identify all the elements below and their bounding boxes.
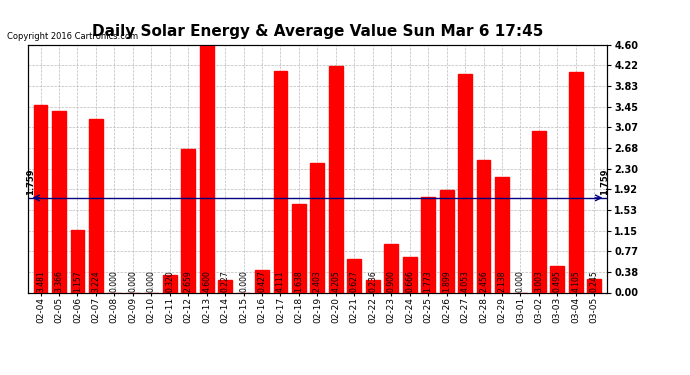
Bar xyxy=(403,256,417,292)
Text: 0.000: 0.000 xyxy=(516,270,525,292)
Bar xyxy=(458,74,472,292)
Text: 4.105: 4.105 xyxy=(571,270,580,292)
Bar xyxy=(52,111,66,292)
Text: 1.759: 1.759 xyxy=(600,169,609,195)
Text: 2.659: 2.659 xyxy=(184,270,193,292)
Text: Daily Solar Energy & Average Value Sun Mar 6 17:45: Daily Solar Energy & Average Value Sun M… xyxy=(92,24,543,39)
Text: 2.138: 2.138 xyxy=(497,270,506,292)
Text: 3.003: 3.003 xyxy=(534,270,544,292)
Text: 3.224: 3.224 xyxy=(91,270,101,292)
Bar xyxy=(89,119,103,292)
Text: Daily  ($): Daily ($) xyxy=(603,30,649,39)
Text: 0.000: 0.000 xyxy=(128,270,137,292)
Bar xyxy=(273,71,288,292)
Text: Average ($): Average ($) xyxy=(520,30,580,39)
Text: 1.638: 1.638 xyxy=(295,270,304,292)
Bar xyxy=(551,266,564,292)
Bar xyxy=(218,280,232,292)
Bar xyxy=(199,45,214,292)
Bar xyxy=(384,244,398,292)
Bar xyxy=(292,204,306,292)
Text: 0.666: 0.666 xyxy=(405,270,414,292)
Text: 0.495: 0.495 xyxy=(553,270,562,292)
Text: 3.481: 3.481 xyxy=(36,270,45,292)
Bar xyxy=(587,279,601,292)
Bar xyxy=(532,131,546,292)
Bar xyxy=(181,149,195,292)
Bar xyxy=(310,163,324,292)
Text: 0.236: 0.236 xyxy=(368,270,377,292)
Text: 0.627: 0.627 xyxy=(350,270,359,292)
Bar xyxy=(569,72,583,292)
Bar xyxy=(347,259,362,292)
Text: 0.000: 0.000 xyxy=(239,270,248,292)
Bar xyxy=(255,270,269,292)
Text: 3.366: 3.366 xyxy=(55,270,63,292)
Bar xyxy=(163,275,177,292)
Bar xyxy=(70,230,84,292)
Text: 1.157: 1.157 xyxy=(73,270,82,292)
Text: 1.899: 1.899 xyxy=(442,270,451,292)
Text: 0.227: 0.227 xyxy=(221,270,230,292)
Bar xyxy=(329,66,343,292)
Bar xyxy=(440,190,453,292)
Text: 0.320: 0.320 xyxy=(165,270,175,292)
Text: 4.053: 4.053 xyxy=(460,270,470,292)
Text: 0.000: 0.000 xyxy=(147,270,156,292)
Bar xyxy=(421,197,435,292)
Bar xyxy=(366,280,380,292)
Bar xyxy=(34,105,48,292)
Text: 4.600: 4.600 xyxy=(202,270,211,292)
Text: Copyright 2016 Cartronics.com: Copyright 2016 Cartronics.com xyxy=(7,32,138,41)
Text: 1.773: 1.773 xyxy=(424,270,433,292)
Text: 4.111: 4.111 xyxy=(276,270,285,292)
Text: 4.205: 4.205 xyxy=(331,270,340,292)
Text: 0.900: 0.900 xyxy=(386,270,396,292)
Text: 0.427: 0.427 xyxy=(257,270,266,292)
Text: 2.403: 2.403 xyxy=(313,270,322,292)
Text: 1.759: 1.759 xyxy=(26,169,35,195)
Text: 0.245: 0.245 xyxy=(590,270,599,292)
Bar xyxy=(495,177,509,292)
Text: 2.456: 2.456 xyxy=(479,270,488,292)
Text: 0.000: 0.000 xyxy=(110,270,119,292)
Bar xyxy=(477,160,491,292)
